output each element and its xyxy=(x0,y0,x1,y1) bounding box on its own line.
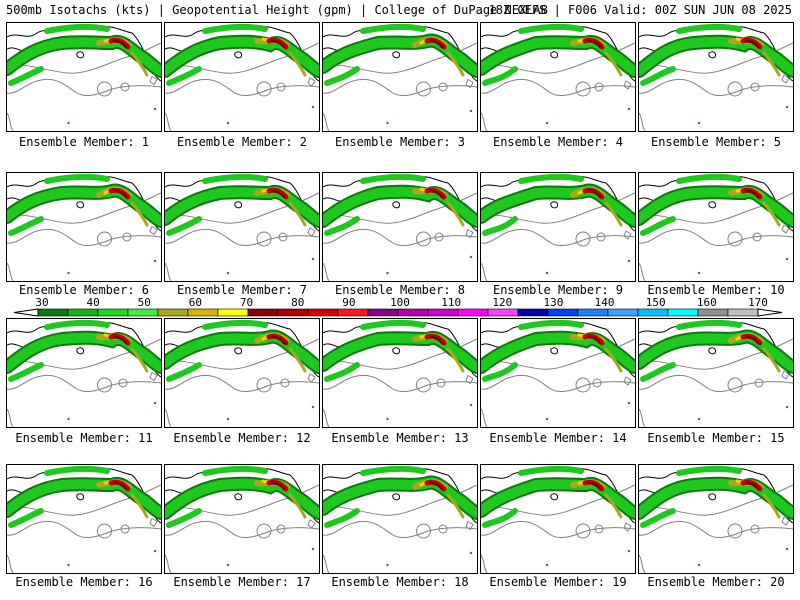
ensemble-member-map xyxy=(638,172,794,282)
ensemble-member-caption: Ensemble Member: 8 xyxy=(334,283,466,297)
colorbar-tick-label: 60 xyxy=(189,296,202,309)
colorbar-swatch xyxy=(637,308,669,317)
colorbar-tick-label: 100 xyxy=(390,296,410,309)
ensemble-member-map xyxy=(480,172,636,282)
ensemble-member-map xyxy=(322,172,478,282)
ensemble-member-map xyxy=(164,318,320,428)
ensemble-member-map xyxy=(164,464,320,574)
colorbar-swatch xyxy=(547,308,579,317)
colorbar-swatch xyxy=(607,308,639,317)
colorbar-swatch xyxy=(667,308,699,317)
colorbar-swatch xyxy=(247,308,279,317)
colorbar-tick-label: 120 xyxy=(492,296,512,309)
ensemble-member-caption: Ensemble Member: 14 xyxy=(489,431,627,445)
model-run-info: 18Z GEFS | F006 Valid: 00Z SUN JUN 08 20… xyxy=(488,3,792,17)
colorbar-tick-label: 50 xyxy=(138,296,151,309)
colorbar-swatch xyxy=(487,308,519,317)
ensemble-member-map xyxy=(6,172,162,282)
ensemble-member-caption: Ensemble Member: 11 xyxy=(15,431,153,445)
colorbar-tick-label: 160 xyxy=(697,296,717,309)
ensemble-member-caption: Ensemble Member: 9 xyxy=(492,283,624,297)
ensemble-member-caption: Ensemble Member: 13 xyxy=(331,431,469,445)
ensemble-member-caption: Ensemble Member: 6 xyxy=(18,283,150,297)
ensemble-member-caption: Ensemble Member: 1 xyxy=(18,135,150,149)
ensemble-member-caption: Ensemble Member: 4 xyxy=(492,135,624,149)
ensemble-member-map xyxy=(322,22,478,132)
colorbar-tick-label: 170 xyxy=(748,296,768,309)
colorbar-swatch xyxy=(517,308,549,317)
colorbar-tick-label: 80 xyxy=(291,296,304,309)
ensemble-member-caption: Ensemble Member: 3 xyxy=(334,135,466,149)
ensemble-member-map xyxy=(322,318,478,428)
colorbar-swatch xyxy=(307,308,339,317)
colorbar-swatch xyxy=(367,308,399,317)
colorbar-tick-label: 150 xyxy=(646,296,666,309)
colorbar-swatch xyxy=(277,308,309,317)
colorbar-swatch xyxy=(187,308,219,317)
colorbar-swatch xyxy=(427,308,459,317)
map-title: 500mb Isotachs (kts) | Geopotential Heig… xyxy=(6,3,548,17)
colorbar-swatch xyxy=(157,308,189,317)
ensemble-member-caption: Ensemble Member: 20 xyxy=(647,575,785,589)
colorbar-swatch xyxy=(727,308,759,317)
colorbar-swatch xyxy=(697,308,729,317)
colorbar-swatch xyxy=(457,308,489,317)
colorbar-swatch xyxy=(97,308,129,317)
ensemble-member-map xyxy=(638,22,794,132)
colorbar-swatch xyxy=(67,308,99,317)
ensemble-member-map xyxy=(480,22,636,132)
colorbar-low-arrow xyxy=(13,308,39,317)
ensemble-member-map xyxy=(6,464,162,574)
ensemble-member-caption: Ensemble Member: 18 xyxy=(331,575,469,589)
ensemble-member-map xyxy=(322,464,478,574)
ensemble-member-map xyxy=(638,318,794,428)
colorbar-tick-label: 110 xyxy=(441,296,461,309)
colorbar-tick-label: 40 xyxy=(87,296,100,309)
ensemble-member-caption: Ensemble Member: 12 xyxy=(173,431,311,445)
colorbar-swatch xyxy=(217,308,249,317)
colorbar-tick-label: 140 xyxy=(595,296,615,309)
ensemble-member-caption: Ensemble Member: 7 xyxy=(176,283,308,297)
colorbar-swatch xyxy=(127,308,159,317)
colorbar-tick-label: 70 xyxy=(240,296,253,309)
ensemble-member-map xyxy=(638,464,794,574)
ensemble-member-map xyxy=(164,172,320,282)
colorbar-swatch xyxy=(397,308,429,317)
colorbar-swatch xyxy=(37,308,69,317)
ensemble-member-map xyxy=(480,318,636,428)
ensemble-member-caption: Ensemble Member: 2 xyxy=(176,135,308,149)
ensemble-member-caption: Ensemble Member: 5 xyxy=(650,135,782,149)
ensemble-member-caption: Ensemble Member: 15 xyxy=(647,431,785,445)
ensemble-member-caption: Ensemble Member: 16 xyxy=(15,575,153,589)
ensemble-member-map xyxy=(480,464,636,574)
ensemble-member-map xyxy=(164,22,320,132)
colorbar-swatch xyxy=(577,308,609,317)
ensemble-member-caption: Ensemble Member: 10 xyxy=(647,283,785,297)
ensemble-member-caption: Ensemble Member: 19 xyxy=(489,575,627,589)
colorbar-high-arrow xyxy=(757,308,783,317)
colorbar-tick-label: 130 xyxy=(543,296,563,309)
colorbar-tick-label: 90 xyxy=(342,296,355,309)
colorbar-swatch xyxy=(337,308,369,317)
ensemble-member-caption: Ensemble Member: 17 xyxy=(173,575,311,589)
ensemble-member-map xyxy=(6,318,162,428)
colorbar-tick-label: 30 xyxy=(35,296,48,309)
ensemble-member-map xyxy=(6,22,162,132)
isotach-colorbar: 30 40 50 60 70 80 90 100 110 120 130 140 150 160 170 xyxy=(13,296,783,317)
